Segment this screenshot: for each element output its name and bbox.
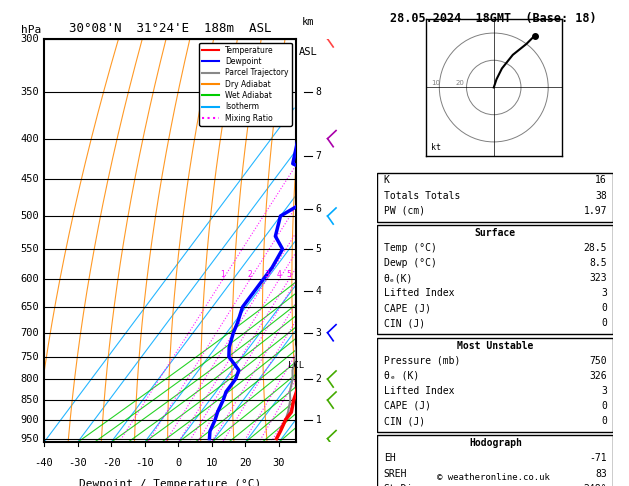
Text: -30: -30	[68, 458, 87, 469]
Text: 20: 20	[455, 80, 465, 86]
Text: 28.05.2024  18GMT  (Base: 18): 28.05.2024 18GMT (Base: 18)	[391, 12, 597, 25]
Text: CIN (J): CIN (J)	[384, 318, 425, 329]
Text: 83: 83	[595, 469, 607, 479]
Text: 0: 0	[175, 458, 181, 469]
Text: 450: 450	[20, 174, 39, 185]
Text: 3: 3	[601, 386, 607, 396]
Text: 400: 400	[20, 134, 39, 144]
Text: kt: kt	[431, 143, 441, 152]
Text: 500: 500	[20, 211, 39, 221]
Text: -71: -71	[589, 453, 607, 464]
Text: 0: 0	[601, 303, 607, 313]
Text: 248°: 248°	[584, 484, 607, 486]
Text: Surface: Surface	[475, 228, 516, 238]
Text: Dewpoint / Temperature (°C): Dewpoint / Temperature (°C)	[79, 479, 261, 486]
Text: 0: 0	[601, 318, 607, 329]
Text: K: K	[384, 175, 389, 186]
Text: 1: 1	[316, 415, 321, 425]
Text: 0: 0	[601, 416, 607, 426]
Text: ASL: ASL	[299, 47, 318, 57]
Text: Temp (°C): Temp (°C)	[384, 243, 437, 253]
Text: 10: 10	[206, 458, 218, 469]
Text: 3: 3	[264, 270, 269, 279]
FancyBboxPatch shape	[377, 435, 613, 486]
Text: 6: 6	[316, 204, 321, 214]
Text: 4: 4	[316, 286, 321, 295]
Text: Totals Totals: Totals Totals	[384, 191, 460, 201]
Text: -20: -20	[102, 458, 121, 469]
Text: 5: 5	[316, 244, 321, 254]
Text: 5: 5	[287, 270, 291, 279]
Text: 8.5: 8.5	[589, 258, 607, 268]
Text: 7: 7	[316, 151, 321, 160]
Text: © weatheronline.co.uk: © weatheronline.co.uk	[437, 473, 550, 482]
Text: km: km	[302, 17, 314, 27]
Text: 750: 750	[589, 356, 607, 366]
Text: Lifted Index: Lifted Index	[384, 386, 454, 396]
Text: PW (cm): PW (cm)	[384, 206, 425, 216]
Text: 550: 550	[20, 244, 39, 254]
Text: 650: 650	[20, 302, 39, 312]
Text: 4: 4	[277, 270, 282, 279]
Text: 2: 2	[248, 270, 252, 279]
Text: CAPE (J): CAPE (J)	[384, 303, 431, 313]
Text: LCL: LCL	[288, 361, 304, 370]
Text: CIN (J): CIN (J)	[384, 416, 425, 426]
Text: 850: 850	[20, 395, 39, 405]
Text: SREH: SREH	[384, 469, 407, 479]
Text: 350: 350	[20, 87, 39, 97]
Text: 28.5: 28.5	[584, 243, 607, 253]
Text: 3: 3	[601, 288, 607, 298]
Text: CAPE (J): CAPE (J)	[384, 401, 431, 411]
Text: Lifted Index: Lifted Index	[384, 288, 454, 298]
Text: 900: 900	[20, 415, 39, 425]
Text: 8: 8	[316, 87, 321, 97]
FancyBboxPatch shape	[377, 225, 613, 334]
Text: 300: 300	[20, 34, 39, 44]
Text: 0: 0	[601, 401, 607, 411]
Text: 38: 38	[595, 191, 607, 201]
Text: 326: 326	[589, 371, 607, 381]
Title: 30°08'N  31°24'E  188m  ASL: 30°08'N 31°24'E 188m ASL	[69, 22, 271, 35]
Text: Most Unstable: Most Unstable	[457, 341, 533, 351]
Text: 2: 2	[316, 374, 321, 384]
Text: hPa: hPa	[21, 25, 42, 35]
Legend: Temperature, Dewpoint, Parcel Trajectory, Dry Adiabat, Wet Adiabat, Isotherm, Mi: Temperature, Dewpoint, Parcel Trajectory…	[199, 43, 292, 125]
Text: Hodograph: Hodograph	[469, 438, 522, 449]
Text: -10: -10	[135, 458, 154, 469]
Text: 20: 20	[239, 458, 252, 469]
Text: -40: -40	[35, 458, 53, 469]
Text: Pressure (mb): Pressure (mb)	[384, 356, 460, 366]
Text: θₑ(K): θₑ(K)	[384, 273, 413, 283]
FancyBboxPatch shape	[377, 338, 613, 432]
Text: 950: 950	[20, 434, 39, 444]
Text: 3: 3	[316, 328, 321, 338]
Text: 600: 600	[20, 274, 39, 284]
Text: 700: 700	[20, 328, 39, 338]
Text: StmDir: StmDir	[384, 484, 419, 486]
Text: 10: 10	[431, 80, 440, 86]
FancyBboxPatch shape	[377, 173, 613, 222]
Text: 1.97: 1.97	[584, 206, 607, 216]
Text: θₑ (K): θₑ (K)	[384, 371, 419, 381]
Text: 1: 1	[221, 270, 225, 279]
Text: 800: 800	[20, 374, 39, 384]
Text: 16: 16	[595, 175, 607, 186]
Text: 750: 750	[20, 352, 39, 362]
Text: EH: EH	[384, 453, 396, 464]
Text: 323: 323	[589, 273, 607, 283]
Text: Dewp (°C): Dewp (°C)	[384, 258, 437, 268]
Text: 30: 30	[272, 458, 285, 469]
